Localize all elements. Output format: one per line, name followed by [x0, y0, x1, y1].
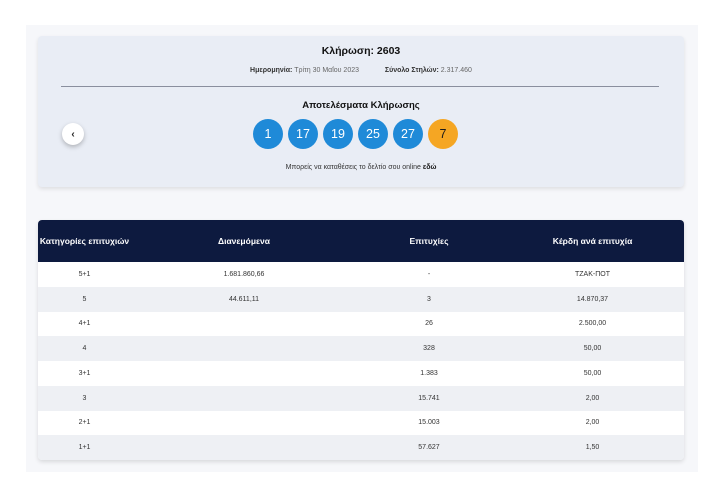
cell-category: 4 — [82, 345, 87, 353]
table-row: 4 328 50,00 — [38, 336, 684, 361]
cell-category: 3 — [82, 394, 87, 402]
cell-category: 3+1 — [78, 369, 91, 377]
number-ball: 1 — [253, 119, 283, 149]
cell-winners: 57.627 — [418, 444, 440, 452]
cell-winners: 15.741 — [418, 394, 440, 402]
date-value: Τρίτη 30 Μαΐου 2023 — [294, 67, 360, 74]
table-row: 5+1 1.681.860,66 - ΤΖΑΚ-ΠΟΤ — [38, 262, 684, 287]
table-row: 2+1 15.003 2,00 — [38, 410, 684, 436]
divider — [61, 86, 659, 87]
cell-winners: 328 — [423, 345, 435, 353]
cell-distributed: 44.611,11 — [228, 295, 260, 303]
cell-category: 1+1 — [78, 444, 91, 452]
table-row: 5 44.611,11 3 14.870,37 — [38, 286, 684, 312]
results-title: Αποτελέσματα Κλήρωσης — [302, 100, 420, 111]
columns-value: 2.317.460 — [440, 67, 472, 74]
table-header: Κατηγορίες επιτυχιών Διανεμόμενα Επιτυχί… — [38, 220, 684, 262]
submit-text: Μπορείς να καταθέσεις το δελτίο σου onli… — [285, 164, 421, 171]
prize-table: Κατηγορίες επιτυχιών Διανεμόμενα Επιτυχί… — [38, 220, 684, 460]
cell-prize: 2,00 — [585, 394, 600, 402]
cell-category: 5 — [82, 295, 87, 303]
cell-prize: ΤΖΑΚ-ΠΟΤ — [575, 270, 610, 278]
submit-online-link[interactable]: εδώ — [422, 164, 437, 171]
draw-title: Κλήρωση: 2603 — [321, 45, 401, 57]
header-winners: Επιτυχίες — [409, 235, 449, 246]
number-ball: 19 — [323, 119, 353, 149]
cell-category: 2+1 — [78, 419, 91, 427]
cell-winners: 15.003 — [418, 419, 440, 427]
cell-winners: 3 — [427, 295, 431, 303]
previous-draw-button[interactable]: ‹ — [62, 123, 84, 145]
cell-distributed: 1.681.860,66 — [223, 270, 265, 278]
submit-online-note: Μπορείς να καταθέσεις το δελτίο σου onli… — [38, 164, 684, 171]
header-distributed: Διανεμόμενα — [217, 235, 271, 246]
cell-category: 5+1 — [78, 270, 91, 278]
cell-category: 4+1 — [78, 320, 91, 328]
cell-prize: 50,00 — [583, 369, 602, 377]
table-row: 1+1 57.627 1,50 — [38, 435, 684, 460]
cell-winners: - — [427, 270, 431, 278]
number-ball: 27 — [393, 119, 423, 149]
header-categories: Κατηγορίες επιτυχιών — [39, 235, 130, 246]
cell-prize: 2.500,00 — [578, 320, 607, 328]
number-ball: 17 — [288, 119, 318, 149]
cell-prize: 1,50 — [585, 444, 600, 452]
joker-ball: 7 — [428, 119, 458, 149]
cell-winners: 1.383 — [420, 369, 438, 377]
chevron-left-icon: ‹ — [71, 128, 75, 140]
table-row: 4+1 26 2.500,00 — [38, 311, 684, 337]
table-row: 3 15.741 2,00 — [38, 385, 684, 411]
cell-prize: 14.870,37 — [576, 295, 609, 303]
date-label: Ημερομηνία: — [250, 67, 293, 74]
cell-prize: 50,00 — [583, 345, 602, 353]
cell-winners: 26 — [425, 320, 433, 328]
cell-prize: 2,00 — [585, 419, 600, 427]
draw-meta: Ημερομηνία: Τρίτη 30 Μαΐου 2023 Σύνολο Σ… — [38, 67, 684, 74]
winning-numbers: 1 17 19 25 27 7 — [253, 119, 458, 149]
number-ball: 25 — [358, 119, 388, 149]
draw-info-card: Κλήρωση: 2603 Ημερομηνία: Τρίτη 30 Μαΐου… — [38, 36, 684, 187]
table-row: 3+1 1.383 50,00 — [38, 361, 684, 386]
header-prize-per-winner: Κέρδη ανά επιτυχία — [552, 235, 633, 246]
columns-label: Σύνολο Στηλών: — [384, 67, 439, 74]
